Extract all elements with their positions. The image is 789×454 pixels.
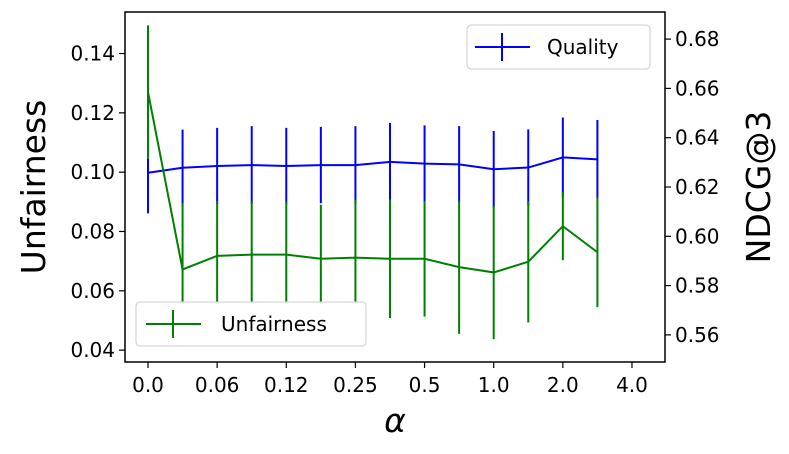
x-tick-label: 0.25 — [333, 373, 378, 397]
x-tick-label: 0.12 — [264, 373, 309, 397]
x-tick-label: 0.0 — [132, 373, 164, 397]
right-tick-label: 0.56 — [675, 323, 720, 347]
left-tick-label: 0.10 — [70, 160, 115, 184]
x-tick-label: 1.0 — [478, 373, 510, 397]
left-tick-label: 0.14 — [70, 42, 115, 66]
x-axis-title: α — [384, 401, 406, 440]
legend-unfairness-box — [135, 301, 367, 347]
legend-quality: Quality — [466, 24, 651, 70]
left-tick-label: 0.04 — [70, 338, 115, 362]
x-tick-label: 0.06 — [195, 373, 240, 397]
right-tick-label: 0.60 — [675, 224, 720, 248]
left-axis: 0.04 0.06 0.08 0.10 0.12 0.14 — [70, 42, 125, 362]
right-tick-label: 0.58 — [675, 274, 720, 298]
right-axis: 0.56 0.58 0.60 0.62 0.64 0.66 0.68 — [665, 27, 720, 347]
quality-line — [147, 156, 598, 174]
legend-unfairness-label: Unfairness — [221, 312, 327, 336]
x-tick-label: 2.0 — [547, 373, 579, 397]
right-tick-label: 0.62 — [675, 175, 720, 199]
series-unfairness — [147, 25, 599, 340]
right-tick-label: 0.64 — [675, 126, 720, 150]
x-axis: 0.0 0.06 0.12 0.25 0.5 1.0 2.0 4.0 — [132, 362, 648, 397]
legend-quality-label: Quality — [547, 35, 619, 59]
right-tick-label: 0.66 — [675, 76, 720, 100]
legend-quality-box — [466, 24, 651, 70]
left-tick-label: 0.08 — [70, 219, 115, 243]
left-tick-label: 0.06 — [70, 279, 115, 303]
y-axis-right-title: NDCG@3 — [739, 111, 778, 264]
left-tick-label: 0.12 — [70, 101, 115, 125]
right-tick-label: 0.68 — [675, 27, 720, 51]
y-axis-left-title: Unfairness — [14, 100, 53, 275]
legend-unfairness: Unfairness — [135, 301, 367, 347]
series-layer — [147, 25, 599, 340]
x-tick-label: 4.0 — [616, 373, 648, 397]
series-quality — [147, 117, 599, 214]
x-tick-label: 0.5 — [409, 373, 441, 397]
unfairness-line — [147, 91, 599, 274]
